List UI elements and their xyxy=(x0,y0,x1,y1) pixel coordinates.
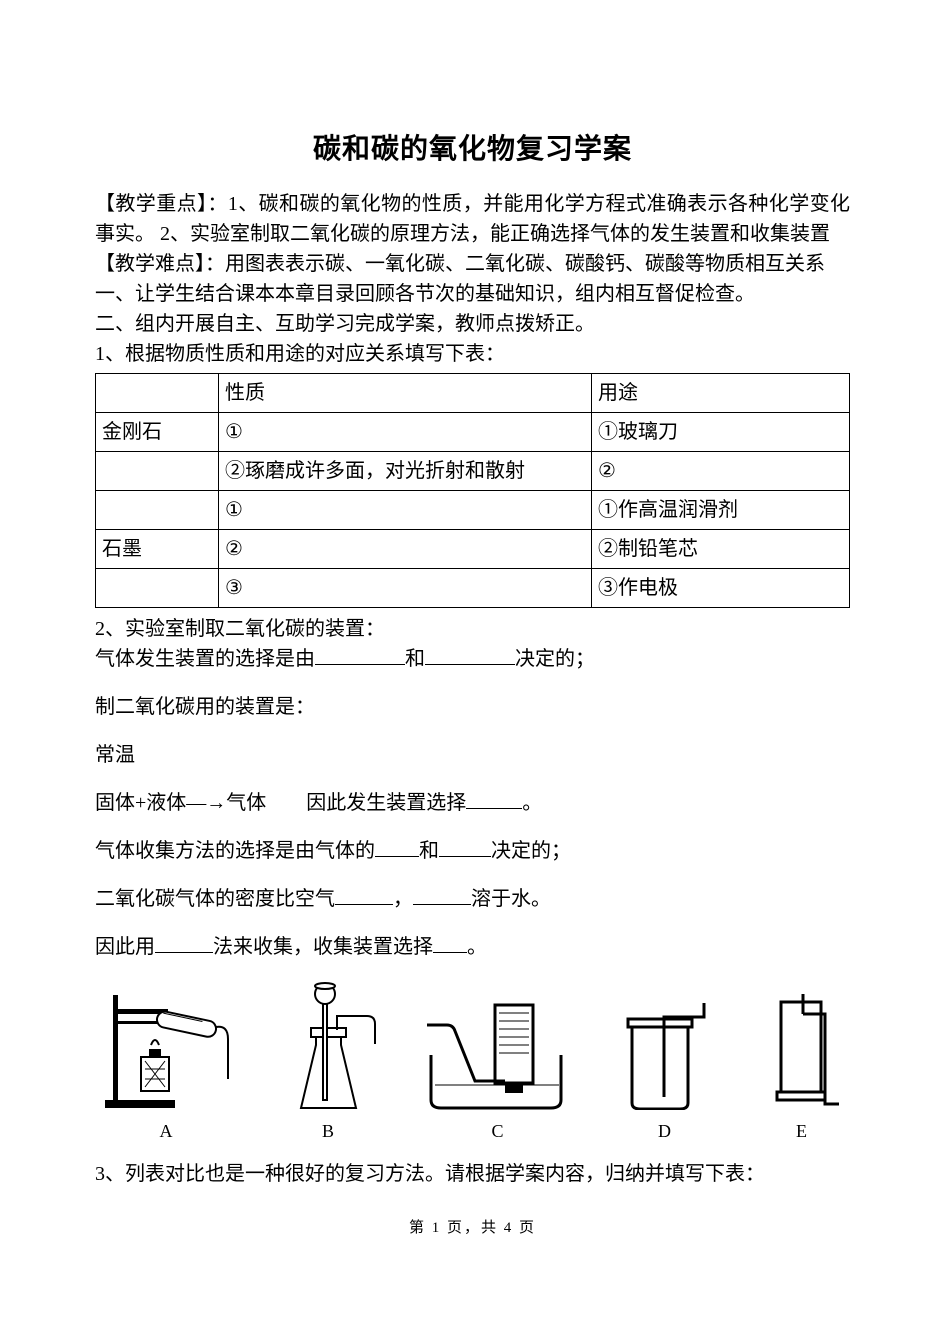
apparatus-label: A xyxy=(160,1118,173,1145)
table-cell: ② xyxy=(592,451,850,490)
properties-table: 性质 用途 金刚石 ① ①玻璃刀 ②琢磨成许多面，对光折射和散射 ② ① ①作高… xyxy=(95,373,850,608)
doc-title: 碳和碳的氧化物复习学案 xyxy=(95,129,850,171)
blank-field[interactable] xyxy=(315,644,405,665)
question-1: 1、根据物质性质和用途的对应关系填写下表： xyxy=(95,339,850,369)
fill-line-5: 二氧化碳气体的密度比空气 ， 溶于水。 xyxy=(95,884,850,914)
table-cell: ③作电极 xyxy=(592,568,850,607)
table-row: ②琢磨成许多面，对光折射和散射 ② xyxy=(96,451,850,490)
flask-stand-icon xyxy=(101,985,231,1110)
text-fragment: 溶于水。 xyxy=(471,888,551,910)
focus-label: 【教学重点】： xyxy=(95,193,228,215)
text-fragment: 。 xyxy=(467,936,487,958)
table-cell: 石墨 xyxy=(96,529,219,568)
question-3: 3、列表对比也是一种很好的复习方法。请根据学案内容，归纳并填写下表： xyxy=(95,1159,850,1189)
difficulty-text: 用图表表示碳、一氧化碳、二氧化碳、碳酸钙、碳酸等物质相互关系 xyxy=(225,253,825,275)
fill-line-4: 气体收集方法的选择是由气体的 和 决定的； xyxy=(95,836,850,866)
apparatus-d: D xyxy=(610,995,720,1145)
apparatus-label: C xyxy=(491,1118,503,1145)
gas-jar-up-icon xyxy=(610,995,720,1110)
table-row: ① ①作高温润滑剂 xyxy=(96,490,850,529)
water-trough-icon xyxy=(425,995,570,1110)
teaching-focus: 【教学重点】：1、碳和碳的氧化物的性质，并能用化学方程式准确表示各种化学变化事实… xyxy=(95,189,850,249)
step-2: 二、组内开展自主、互助学习完成学案，教师点拨矫正。 xyxy=(95,309,850,339)
table-cell: ③ xyxy=(219,568,592,607)
document-page: 碳和碳的氧化物复习学案 【教学重点】：1、碳和碳的氧化物的性质，并能用化学方程式… xyxy=(0,0,945,1279)
apparatus-label: D xyxy=(658,1118,671,1145)
apparatus-label: E xyxy=(796,1118,807,1145)
table-row: 性质 用途 xyxy=(96,373,850,412)
fill-line-2: 制二氧化碳用的装置是： xyxy=(95,692,850,722)
apparatus-label: B xyxy=(322,1118,334,1145)
text-fragment: 法来收集，收集装置选择 xyxy=(213,936,433,958)
fill-in-section: 气体发生装置的选择是由和决定的； 制二氧化碳用的装置是： 常温 固体+液体—→气… xyxy=(95,644,850,962)
conical-flask-funnel-icon xyxy=(271,980,386,1110)
blank-field[interactable] xyxy=(466,788,522,809)
table-cell: 用途 xyxy=(592,373,850,412)
apparatus-b: B xyxy=(271,980,386,1145)
table-cell: ① xyxy=(219,412,592,451)
table-cell xyxy=(96,568,219,607)
text-fragment: 决定的； xyxy=(515,648,595,670)
blank-field[interactable] xyxy=(155,932,213,953)
table-cell: ①玻璃刀 xyxy=(592,412,850,451)
text-fragment: 气体收集方法的选择是由气体的 xyxy=(95,840,375,862)
apparatus-c: C xyxy=(425,995,570,1145)
table-cell: ② xyxy=(219,529,592,568)
blank-field[interactable] xyxy=(425,644,515,665)
fill-line-1: 气体发生装置的选择是由 和 决定的； xyxy=(95,644,850,674)
text-fragment: 因此用 xyxy=(95,936,155,958)
table-cell: 金刚石 xyxy=(96,412,219,451)
table-cell xyxy=(96,451,219,490)
table-cell: ②琢磨成许多面，对光折射和散射 xyxy=(219,451,592,490)
page-footer: 第 1 页，共 4 页 xyxy=(95,1217,850,1240)
table-cell xyxy=(96,373,219,412)
table-row: 石墨 ② ②制铅笔芯 xyxy=(96,529,850,568)
text-fragment: 。 xyxy=(522,792,542,814)
text-fragment: 气体发生装置的选择是由 xyxy=(95,648,315,670)
apparatus-diagram-row: A B xyxy=(95,980,850,1145)
text-fragment: 二氧化碳气体的密度比空气 xyxy=(95,888,335,910)
table-cell xyxy=(96,490,219,529)
step-1: 一、让学生结合课本本章目录回顾各节次的基础知识，组内相互督促检查。 xyxy=(95,279,850,309)
table-cell: ②制铅笔芯 xyxy=(592,529,850,568)
fill-line-3: 固体+液体—→气体 因此发生装置选择 。 xyxy=(95,788,850,818)
difficulty-label: 【教学难点】： xyxy=(95,253,225,275)
blank-field[interactable] xyxy=(413,884,471,905)
fill-line-6: 因此用 法来收集，收集装置选择 。 xyxy=(95,932,850,962)
text-fragment: 固体+液体—→气体 因此发生装置选择 xyxy=(95,792,466,814)
table-row: ③ ③作电极 xyxy=(96,568,850,607)
table-cell: ① xyxy=(219,490,592,529)
apparatus-a: A xyxy=(101,985,231,1145)
apparatus-e: E xyxy=(759,990,844,1145)
text-fragment: 决定的； xyxy=(491,840,571,862)
teaching-difficulty: 【教学难点】：用图表表示碳、一氧化碳、二氧化碳、碳酸钙、碳酸等物质相互关系 xyxy=(95,249,850,279)
text-fragment: ， xyxy=(393,888,413,910)
blank-field[interactable] xyxy=(433,932,467,953)
table-cell: 性质 xyxy=(219,373,592,412)
text-fragment: 和 xyxy=(419,840,439,862)
blank-field[interactable] xyxy=(375,836,419,857)
condition-label: 常温 xyxy=(95,740,850,770)
blank-field[interactable] xyxy=(335,884,393,905)
table-cell: ①作高温润滑剂 xyxy=(592,490,850,529)
gas-jar-down-icon xyxy=(759,990,844,1110)
table-row: 金刚石 ① ①玻璃刀 xyxy=(96,412,850,451)
blank-field[interactable] xyxy=(439,836,491,857)
question-2: 2、实验室制取二氧化碳的装置： xyxy=(95,614,850,644)
text-fragment: 和 xyxy=(405,648,425,670)
